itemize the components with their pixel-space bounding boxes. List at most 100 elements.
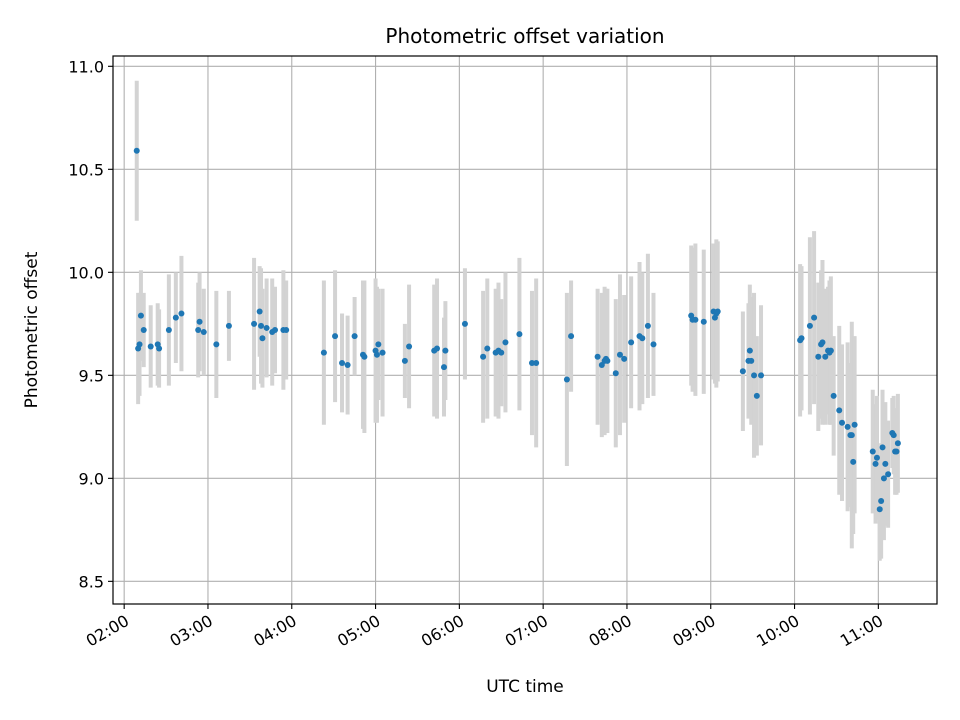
data-point (172, 314, 179, 321)
x-tick-label: 02:00 (83, 611, 132, 651)
data-point (165, 327, 172, 333)
data-point (700, 318, 707, 325)
data-point (516, 331, 523, 338)
data-point (339, 359, 346, 366)
data-point (332, 333, 339, 340)
data-point (872, 460, 879, 467)
data-point (140, 327, 147, 333)
x-tick-label: 05:00 (334, 611, 383, 651)
data-point (873, 454, 880, 461)
x-axis: 02:00 03:00 04:00 05:00 06:00 07:00 08:00 09:00… (83, 604, 886, 651)
data-point (379, 349, 386, 356)
data-point (880, 475, 887, 482)
data-point (621, 355, 628, 362)
x-tick-label: 07:00 (502, 611, 551, 651)
data-point (256, 308, 263, 315)
data-point (461, 320, 468, 327)
data-point (137, 312, 144, 319)
data-point (746, 347, 753, 354)
data-point (502, 339, 509, 346)
data-point (442, 347, 449, 354)
y-tick-label: 10.5 (68, 160, 104, 179)
y-tick-label: 10.0 (68, 263, 104, 282)
data-point (351, 333, 358, 340)
data-point (751, 372, 758, 379)
y-axis: 8.5 9.0 9.5 10.0 10.5 11.0 (68, 57, 113, 591)
data-point (851, 421, 858, 428)
data-point (200, 329, 207, 336)
data-point (848, 432, 855, 439)
data-point (213, 341, 220, 348)
data-point (798, 335, 805, 342)
x-tick-label: 10:00 (753, 611, 802, 651)
data-point (753, 392, 760, 399)
data-point (836, 407, 843, 414)
y-axis-label: Photometric offset (22, 251, 42, 408)
x-tick-label: 09:00 (669, 611, 718, 651)
data-point (758, 372, 765, 379)
data-point (815, 353, 822, 360)
chart-title: Photometric offset variation (385, 24, 664, 48)
data-point (533, 359, 540, 366)
data-point (251, 320, 258, 327)
data-point (480, 353, 487, 360)
data-point (692, 316, 699, 323)
data-point (878, 497, 885, 504)
data-point (714, 308, 721, 315)
data-point (401, 357, 408, 364)
data-point (498, 349, 505, 356)
data-point (147, 343, 154, 350)
data-point (563, 376, 570, 383)
data-point (440, 364, 447, 371)
data-point (283, 327, 290, 333)
data-point (361, 353, 368, 360)
data-point (594, 353, 601, 360)
data-point (484, 345, 491, 352)
data-point (528, 359, 535, 366)
y-tick-label: 8.5 (79, 572, 104, 591)
data-point (819, 339, 826, 346)
data-point (869, 448, 876, 455)
x-tick-label: 11:00 (837, 611, 886, 651)
data-point (604, 357, 611, 364)
data-point (639, 335, 646, 342)
data-point (893, 448, 900, 455)
data-point (748, 357, 755, 364)
data-point (320, 349, 327, 356)
data-point (850, 458, 857, 465)
data-point (822, 353, 829, 360)
data-point (811, 314, 818, 321)
data-point (263, 324, 270, 331)
data-point (344, 362, 351, 369)
data-point (612, 370, 619, 377)
data-point (890, 432, 897, 439)
data-point (839, 419, 846, 426)
x-tick-label: 03:00 (167, 611, 216, 651)
data-point (827, 347, 834, 354)
x-tick-label: 06:00 (418, 611, 467, 651)
data-point (375, 341, 382, 348)
data-points (133, 147, 901, 513)
data-point (258, 322, 265, 329)
data-point (136, 341, 143, 348)
data-point (225, 322, 232, 329)
data-point (259, 335, 266, 342)
data-point (644, 322, 651, 329)
data-point (434, 345, 441, 352)
data-point (195, 327, 202, 333)
data-point (844, 423, 851, 430)
data-point (882, 460, 889, 467)
data-point (879, 444, 886, 451)
data-point (894, 440, 901, 447)
data-point (196, 318, 203, 325)
plot-frame (112, 55, 938, 605)
data-point (830, 392, 837, 399)
data-point (568, 333, 575, 340)
data-point (133, 147, 140, 154)
data-point (272, 327, 279, 333)
data-point (885, 471, 892, 478)
y-tick-label: 9.0 (79, 469, 104, 488)
data-point (178, 310, 185, 317)
data-point (156, 345, 163, 352)
